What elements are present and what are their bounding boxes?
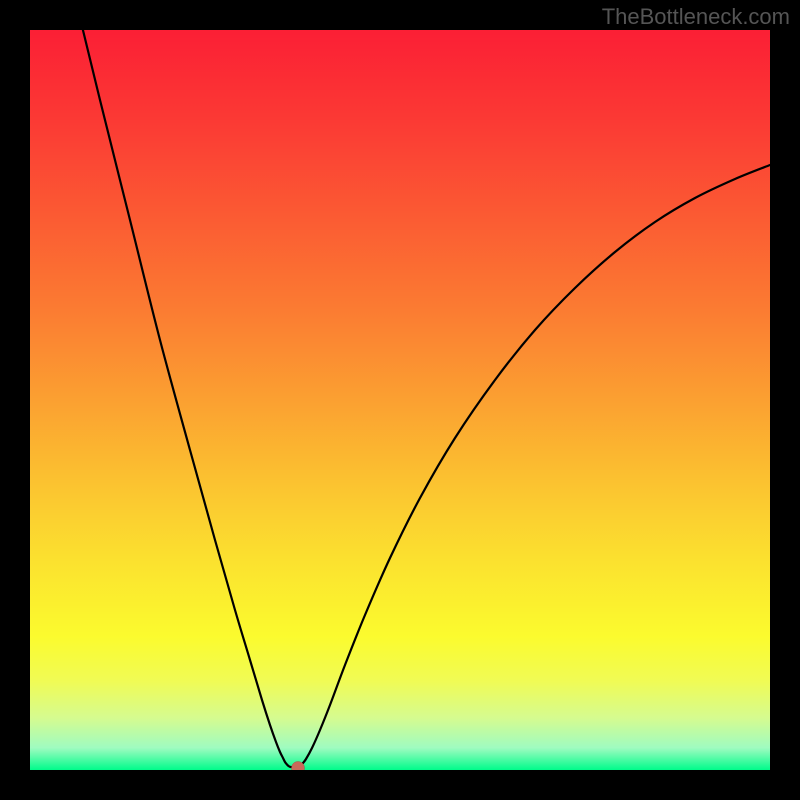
- watermark-text: TheBottleneck.com: [602, 4, 790, 30]
- chart-svg: [0, 0, 800, 800]
- plot-background: [30, 30, 770, 770]
- bottleneck-chart: TheBottleneck.com: [0, 0, 800, 800]
